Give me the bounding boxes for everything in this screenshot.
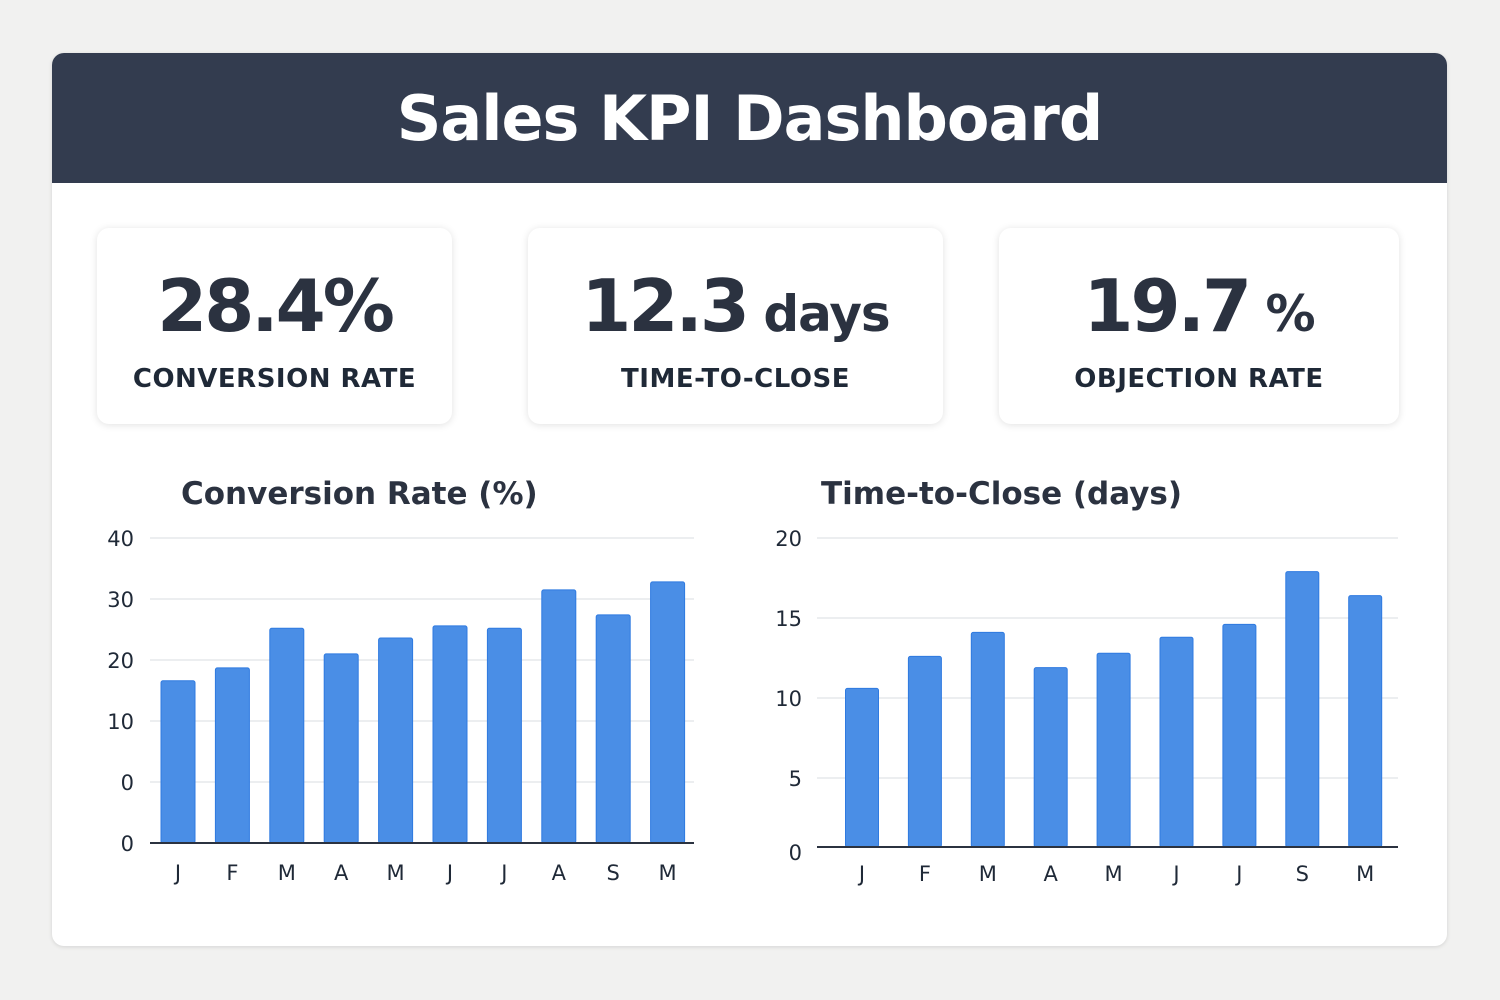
kpi-number: 12.3 — [581, 264, 750, 348]
x-tick-label: M — [387, 861, 405, 885]
y-tick-label: 15 — [775, 607, 802, 631]
y-tick-label: 10 — [775, 687, 802, 711]
bar — [160, 680, 196, 844]
bar — [1222, 623, 1257, 848]
y-tick-label: 30 — [107, 588, 134, 612]
kpi-card-conversion-rate: 28.4% CONVERSION RATE — [97, 228, 452, 424]
dashboard-header: Sales KPI Dashboard — [52, 53, 1447, 183]
bar — [432, 625, 468, 844]
x-tick-label: S — [607, 861, 620, 885]
bar — [650, 581, 686, 844]
x-tick-label: S — [1296, 862, 1309, 886]
bar — [1348, 595, 1383, 848]
x-tick-label: A — [334, 861, 349, 885]
kpi-value: 12.3 days — [528, 266, 943, 354]
x-tick-label: J — [1234, 862, 1242, 886]
y-tick-label: 40 — [107, 527, 134, 551]
bar — [907, 655, 942, 848]
bar — [845, 687, 879, 848]
bar — [541, 589, 577, 844]
x-tick-label: M — [1105, 862, 1123, 886]
bar — [1033, 667, 1068, 848]
kpi-card-time-to-close: 12.3 days TIME-TO-CLOSE — [528, 228, 943, 424]
y-tick-label: 20 — [107, 649, 134, 673]
x-tick-label: F — [919, 862, 931, 886]
kpi-label: OBJECTION RATE — [1074, 364, 1324, 394]
bar — [486, 627, 522, 844]
kpi-label: TIME-TO-CLOSE — [621, 364, 850, 394]
bar — [970, 631, 1005, 848]
x-tick-label: M — [278, 861, 296, 885]
x-tick-label: J — [857, 862, 865, 886]
kpi-unit: % — [1249, 285, 1315, 343]
bar — [323, 653, 359, 844]
y-tick-label: 5 — [789, 767, 802, 791]
x-tick-label: M — [979, 862, 997, 886]
kpi-value: 19.7 % — [999, 266, 1399, 354]
x-tick-label: M — [659, 861, 677, 885]
bar — [1096, 652, 1131, 848]
x-tick-label: M — [1356, 862, 1374, 886]
kpi-card-objection-rate: 19.7 % OBJECTION RATE — [999, 228, 1399, 424]
bar — [1285, 571, 1320, 848]
x-tick-label: A — [1044, 862, 1059, 886]
bar — [378, 637, 414, 844]
y-tick-label: 20 — [775, 527, 802, 551]
x-tick-label: J — [445, 861, 453, 885]
chart-title-time-to-close: Time-to-Close (days) — [821, 476, 1183, 512]
x-tick-label: J — [499, 861, 507, 885]
bar — [1159, 636, 1194, 848]
bar — [269, 627, 305, 844]
x-tick-label: F — [226, 861, 238, 885]
y-tick-label: 0 — [789, 841, 802, 865]
x-tick-label: A — [552, 861, 567, 885]
kpi-label: CONVERSION RATE — [132, 364, 417, 394]
page-title: Sales KPI Dashboard — [396, 81, 1104, 155]
bar — [214, 667, 250, 844]
x-tick-label: J — [173, 861, 181, 885]
y-tick-label: 10 — [107, 710, 134, 734]
chart-title-conversion: Conversion Rate (%) — [181, 476, 538, 512]
kpi-value: 28.4% — [97, 266, 452, 354]
bar — [595, 614, 631, 844]
kpi-number: 28.4% — [157, 264, 395, 348]
kpi-number: 19.7 — [1083, 264, 1252, 348]
kpi-unit: days — [746, 285, 890, 343]
x-tick-label: J — [1171, 862, 1179, 886]
y-tick-label: 0 — [121, 832, 134, 856]
y-tick-label: 0 — [121, 771, 134, 795]
